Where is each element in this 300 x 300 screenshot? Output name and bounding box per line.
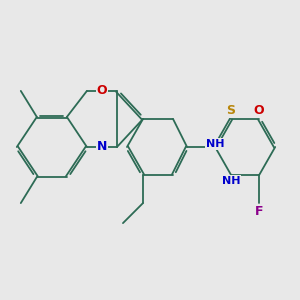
Text: NH: NH	[206, 139, 224, 149]
Text: O: O	[97, 84, 107, 98]
Text: O: O	[254, 104, 265, 117]
Text: N: N	[97, 140, 107, 154]
Text: F: F	[255, 205, 263, 218]
Text: NH: NH	[222, 176, 240, 186]
Text: S: S	[226, 104, 236, 117]
